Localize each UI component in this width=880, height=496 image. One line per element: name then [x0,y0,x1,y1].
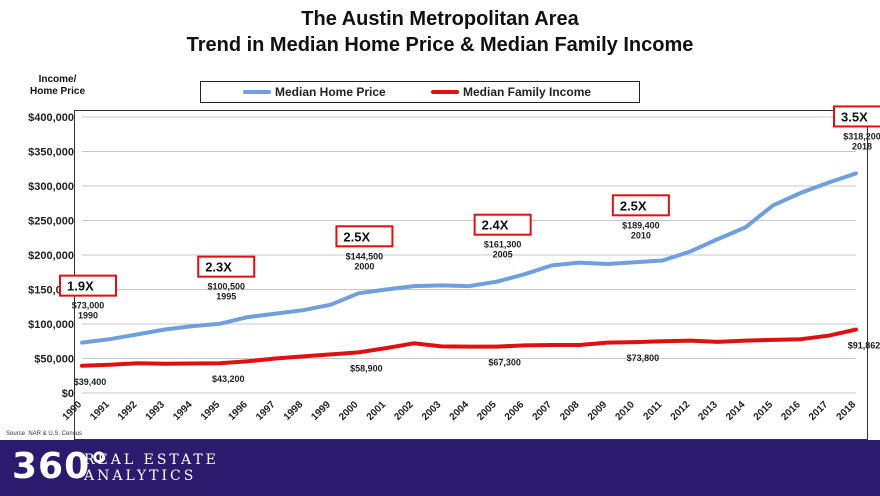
y-tick-label: $350,000 [28,147,74,159]
ratio-box [473,213,532,236]
income-data-label: $73,800 [627,353,660,363]
y-tick-label: $100,000 [28,319,74,331]
ratio-box [59,274,117,297]
x-tick-label: 1996 [226,399,250,423]
x-tick-label: 2016 [779,399,803,423]
year-data-label: 2000 [354,261,374,271]
y-tick-label: $250,000 [28,216,74,228]
price-data-label: $144,500 [346,251,384,261]
x-tick-label: 2014 [724,399,748,423]
ratio-label: 2.3X [205,260,232,275]
x-tick-label: 2000 [337,399,361,423]
x-tick-label: 2017 [807,399,831,423]
y-tick-label: $400,000 [28,112,74,124]
x-tick-label: 1998 [282,399,306,423]
ratio-label: 2.4X [482,218,509,233]
income-data-label: $91,862 [848,341,880,351]
x-tick-label: 2001 [365,399,389,423]
x-tick-label: 2015 [752,399,776,423]
x-tick-label: 2007 [531,399,555,423]
chart-title: The Austin Metropolitan Area [301,8,579,30]
ratio-label: 3.5X [841,109,868,124]
year-data-label: 1995 [216,292,236,302]
logo-text: REAL ESTATE ANALYTICS [84,452,219,484]
y-tick-label: $300,000 [28,181,74,193]
x-tick-label: 2006 [503,399,527,423]
year-data-label: 1990 [78,311,98,321]
x-tick-label: 1999 [309,399,333,423]
income-data-label: $58,900 [350,363,383,373]
income-data-label: $67,300 [488,358,521,368]
ratio-label: 2.5X [343,229,370,244]
chart-subtitle: Trend in Median Home Price & Median Fami… [186,34,694,56]
x-tick-label: 1991 [88,399,112,423]
legend-item-family-income: Median Family Income [431,85,591,99]
legend-swatch-home-price [243,90,271,94]
x-tick-label: 1990 [61,399,85,423]
x-tick-label: 1995 [199,399,223,423]
x-tick-label: 2005 [475,399,499,423]
legend-label-family-income: Median Family Income [463,85,592,99]
price-data-label: $318,200 [843,131,880,141]
logo-line2: ANALYTICS [84,468,197,484]
chart-svg: $0$50,000$100,000$150,000$200,000$250,00… [28,105,880,423]
legend-swatch-family-income [431,90,459,94]
x-tick-label: 1994 [171,399,195,423]
x-tick-label: 2010 [613,399,637,423]
ratio-label: 2.5X [620,198,647,213]
ratio-box [197,255,256,278]
price-data-label: $161,300 [484,240,522,250]
x-tick-label: 2003 [420,399,444,423]
footer-banner: 360° REAL ESTATE ANALYTICS [0,440,880,496]
source-note: Source: NAR & U.S. Census [6,431,83,437]
price-data-label: $100,500 [207,282,245,292]
series-line-home-price [80,171,858,345]
x-tick-label: 2004 [448,399,472,423]
x-tick-label: 2008 [558,399,582,423]
logo-360: 360° [12,446,110,487]
year-data-label: 2005 [493,250,513,260]
x-tick-label: 1993 [144,399,168,423]
y-axis-label: Income/ Home Price [30,74,85,98]
income-data-label: $39,400 [74,377,107,387]
x-tick-label: 1992 [116,399,140,423]
series-line-family-income [80,327,858,368]
y-axis-label-line2: Home Price [30,86,86,97]
x-tick-label: 2011 [641,399,664,422]
x-tick-label: 2013 [696,399,720,423]
y-tick-label: $200,000 [28,250,74,262]
x-tick-label: 1997 [254,399,278,423]
legend-label-home-price: Median Home Price [275,85,386,99]
x-tick-label: 2012 [669,399,693,423]
ratio-box [833,105,880,128]
year-data-label: 2018 [852,141,872,151]
ratio-box [335,225,394,248]
price-data-label: $189,400 [622,220,660,230]
price-data-label: $73,000 [72,301,105,311]
income-data-label: $43,200 [212,374,245,384]
ratio-label: 1.9X [67,279,94,294]
logo-line1: REAL ESTATE [84,452,219,468]
year-data-label: 2010 [631,230,651,240]
x-tick-label: 2002 [392,399,416,423]
y-axis-label-line1: Income/ [38,74,77,85]
legend: Median Home Price Median Family Income [200,81,640,103]
y-tick-label: $50,000 [34,354,74,366]
ratio-box [611,194,670,217]
x-tick-label: 2018 [835,399,859,423]
legend-item-home-price: Median Home Price [243,85,386,99]
y-tick-label: $0 [62,388,74,400]
x-tick-label: 2009 [586,399,610,423]
